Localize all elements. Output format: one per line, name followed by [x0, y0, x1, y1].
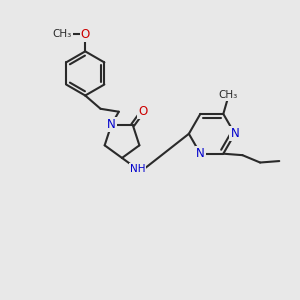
- Text: N: N: [196, 147, 205, 160]
- Text: N: N: [107, 118, 116, 131]
- Text: O: O: [138, 105, 147, 118]
- Text: CH₃: CH₃: [218, 90, 237, 100]
- Text: NH: NH: [130, 164, 145, 174]
- Text: CH₃: CH₃: [52, 29, 72, 39]
- Text: O: O: [81, 28, 90, 41]
- Text: N: N: [230, 127, 239, 140]
